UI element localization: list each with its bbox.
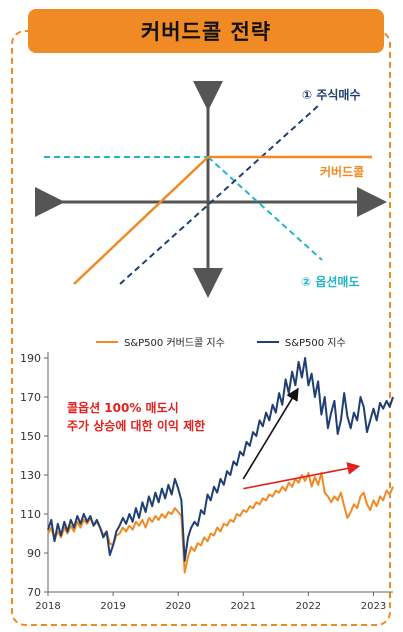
y-tick-label: 70 — [27, 586, 41, 599]
annotation-line2: 주가 상승에 대한 이익 제한 — [67, 419, 206, 433]
x-tick-label: 2023 — [361, 601, 386, 612]
y-tick-label: 130 — [20, 469, 41, 482]
x-tick-label: 2020 — [165, 601, 190, 612]
page-title: 커버드콜 전략 — [140, 20, 272, 44]
legend-label-covered-call: S&P500 커버드콜 지수 — [124, 338, 225, 349]
y-tick-label: 90 — [27, 547, 41, 560]
y-tick-label: 170 — [20, 391, 41, 404]
x-tick-label: 2022 — [296, 601, 321, 612]
y-tick-label: 190 — [20, 352, 41, 365]
x-tick-label: 2018 — [35, 601, 60, 612]
sp500-upside-arrow — [242, 387, 299, 480]
option-sell-line-down — [207, 156, 323, 261]
legend-label-sp500: S&P500 지수 — [284, 338, 346, 349]
legend: S&P500 커버드콜 지수 S&P500 지수 — [96, 334, 346, 349]
y-tick-label: 110 — [20, 508, 41, 521]
x-tick-label: 2019 — [100, 601, 125, 612]
covered-call-rise — [73, 156, 209, 285]
stock-buy-line — [119, 105, 319, 285]
y-tick-label: 150 — [20, 430, 41, 443]
legend-swatch-covered-call — [96, 340, 118, 343]
title-banner: 커버드콜 전략 — [28, 9, 384, 53]
covered-call-label: 커버드콜 — [320, 165, 365, 179]
series-line-covered-call — [47, 472, 394, 574]
legend-swatch-sp500 — [256, 340, 279, 343]
series-line-sp500 — [47, 357, 394, 562]
x-tick-label: 2021 — [231, 601, 256, 612]
annotation-line1: 콜옵션 100% 매도시 — [67, 401, 179, 415]
option-sell-label: ② 옵션매도 — [301, 275, 360, 289]
capped-upside-arrow — [243, 462, 361, 490]
stock-buy-label: ① 주식매수 — [302, 88, 361, 102]
